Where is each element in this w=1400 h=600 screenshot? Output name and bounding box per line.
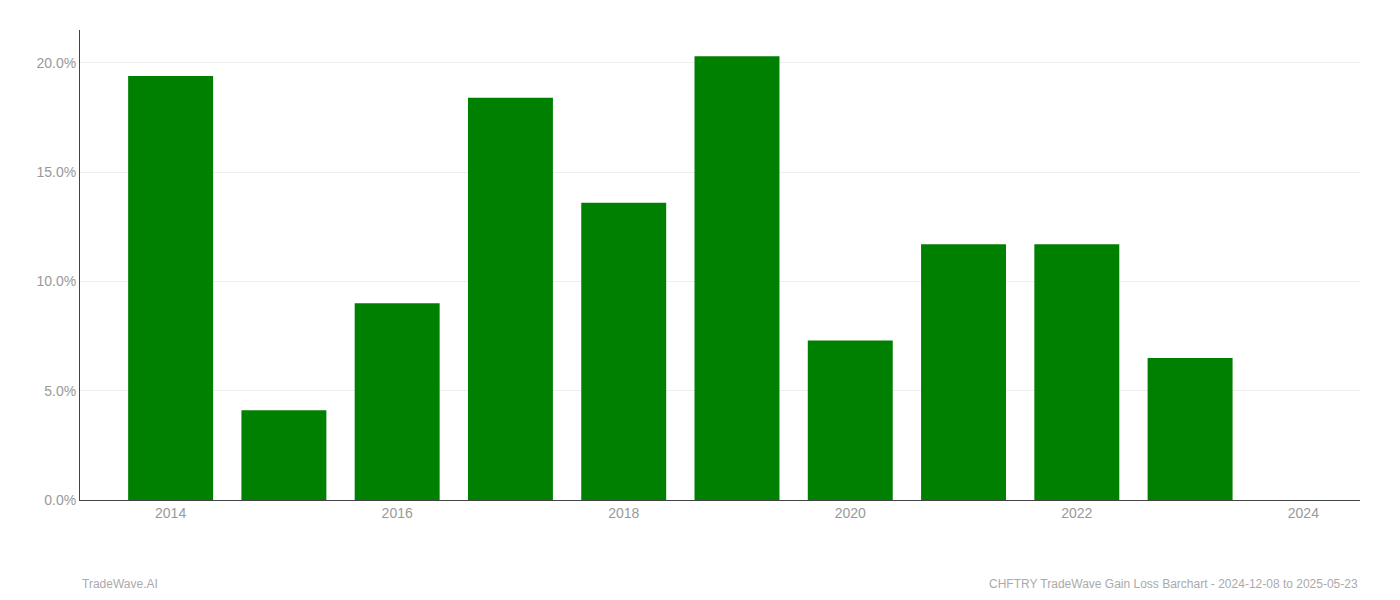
svg-text:2018: 2018	[608, 505, 639, 521]
svg-text:5.0%: 5.0%	[44, 383, 76, 399]
svg-text:2022: 2022	[1061, 505, 1092, 521]
svg-text:10.0%: 10.0%	[36, 273, 76, 289]
svg-text:2024: 2024	[1288, 505, 1319, 521]
svg-text:TradeWave.AI: TradeWave.AI	[82, 577, 158, 591]
svg-text:2016: 2016	[382, 505, 413, 521]
svg-text:15.0%: 15.0%	[36, 164, 76, 180]
svg-text:0.0%: 0.0%	[44, 492, 76, 508]
svg-text:2014: 2014	[155, 505, 186, 521]
svg-text:CHFTRY TradeWave Gain Loss Bar: CHFTRY TradeWave Gain Loss Barchart - 20…	[989, 577, 1358, 591]
svg-text:20.0%: 20.0%	[36, 55, 76, 71]
svg-text:2020: 2020	[835, 505, 866, 521]
